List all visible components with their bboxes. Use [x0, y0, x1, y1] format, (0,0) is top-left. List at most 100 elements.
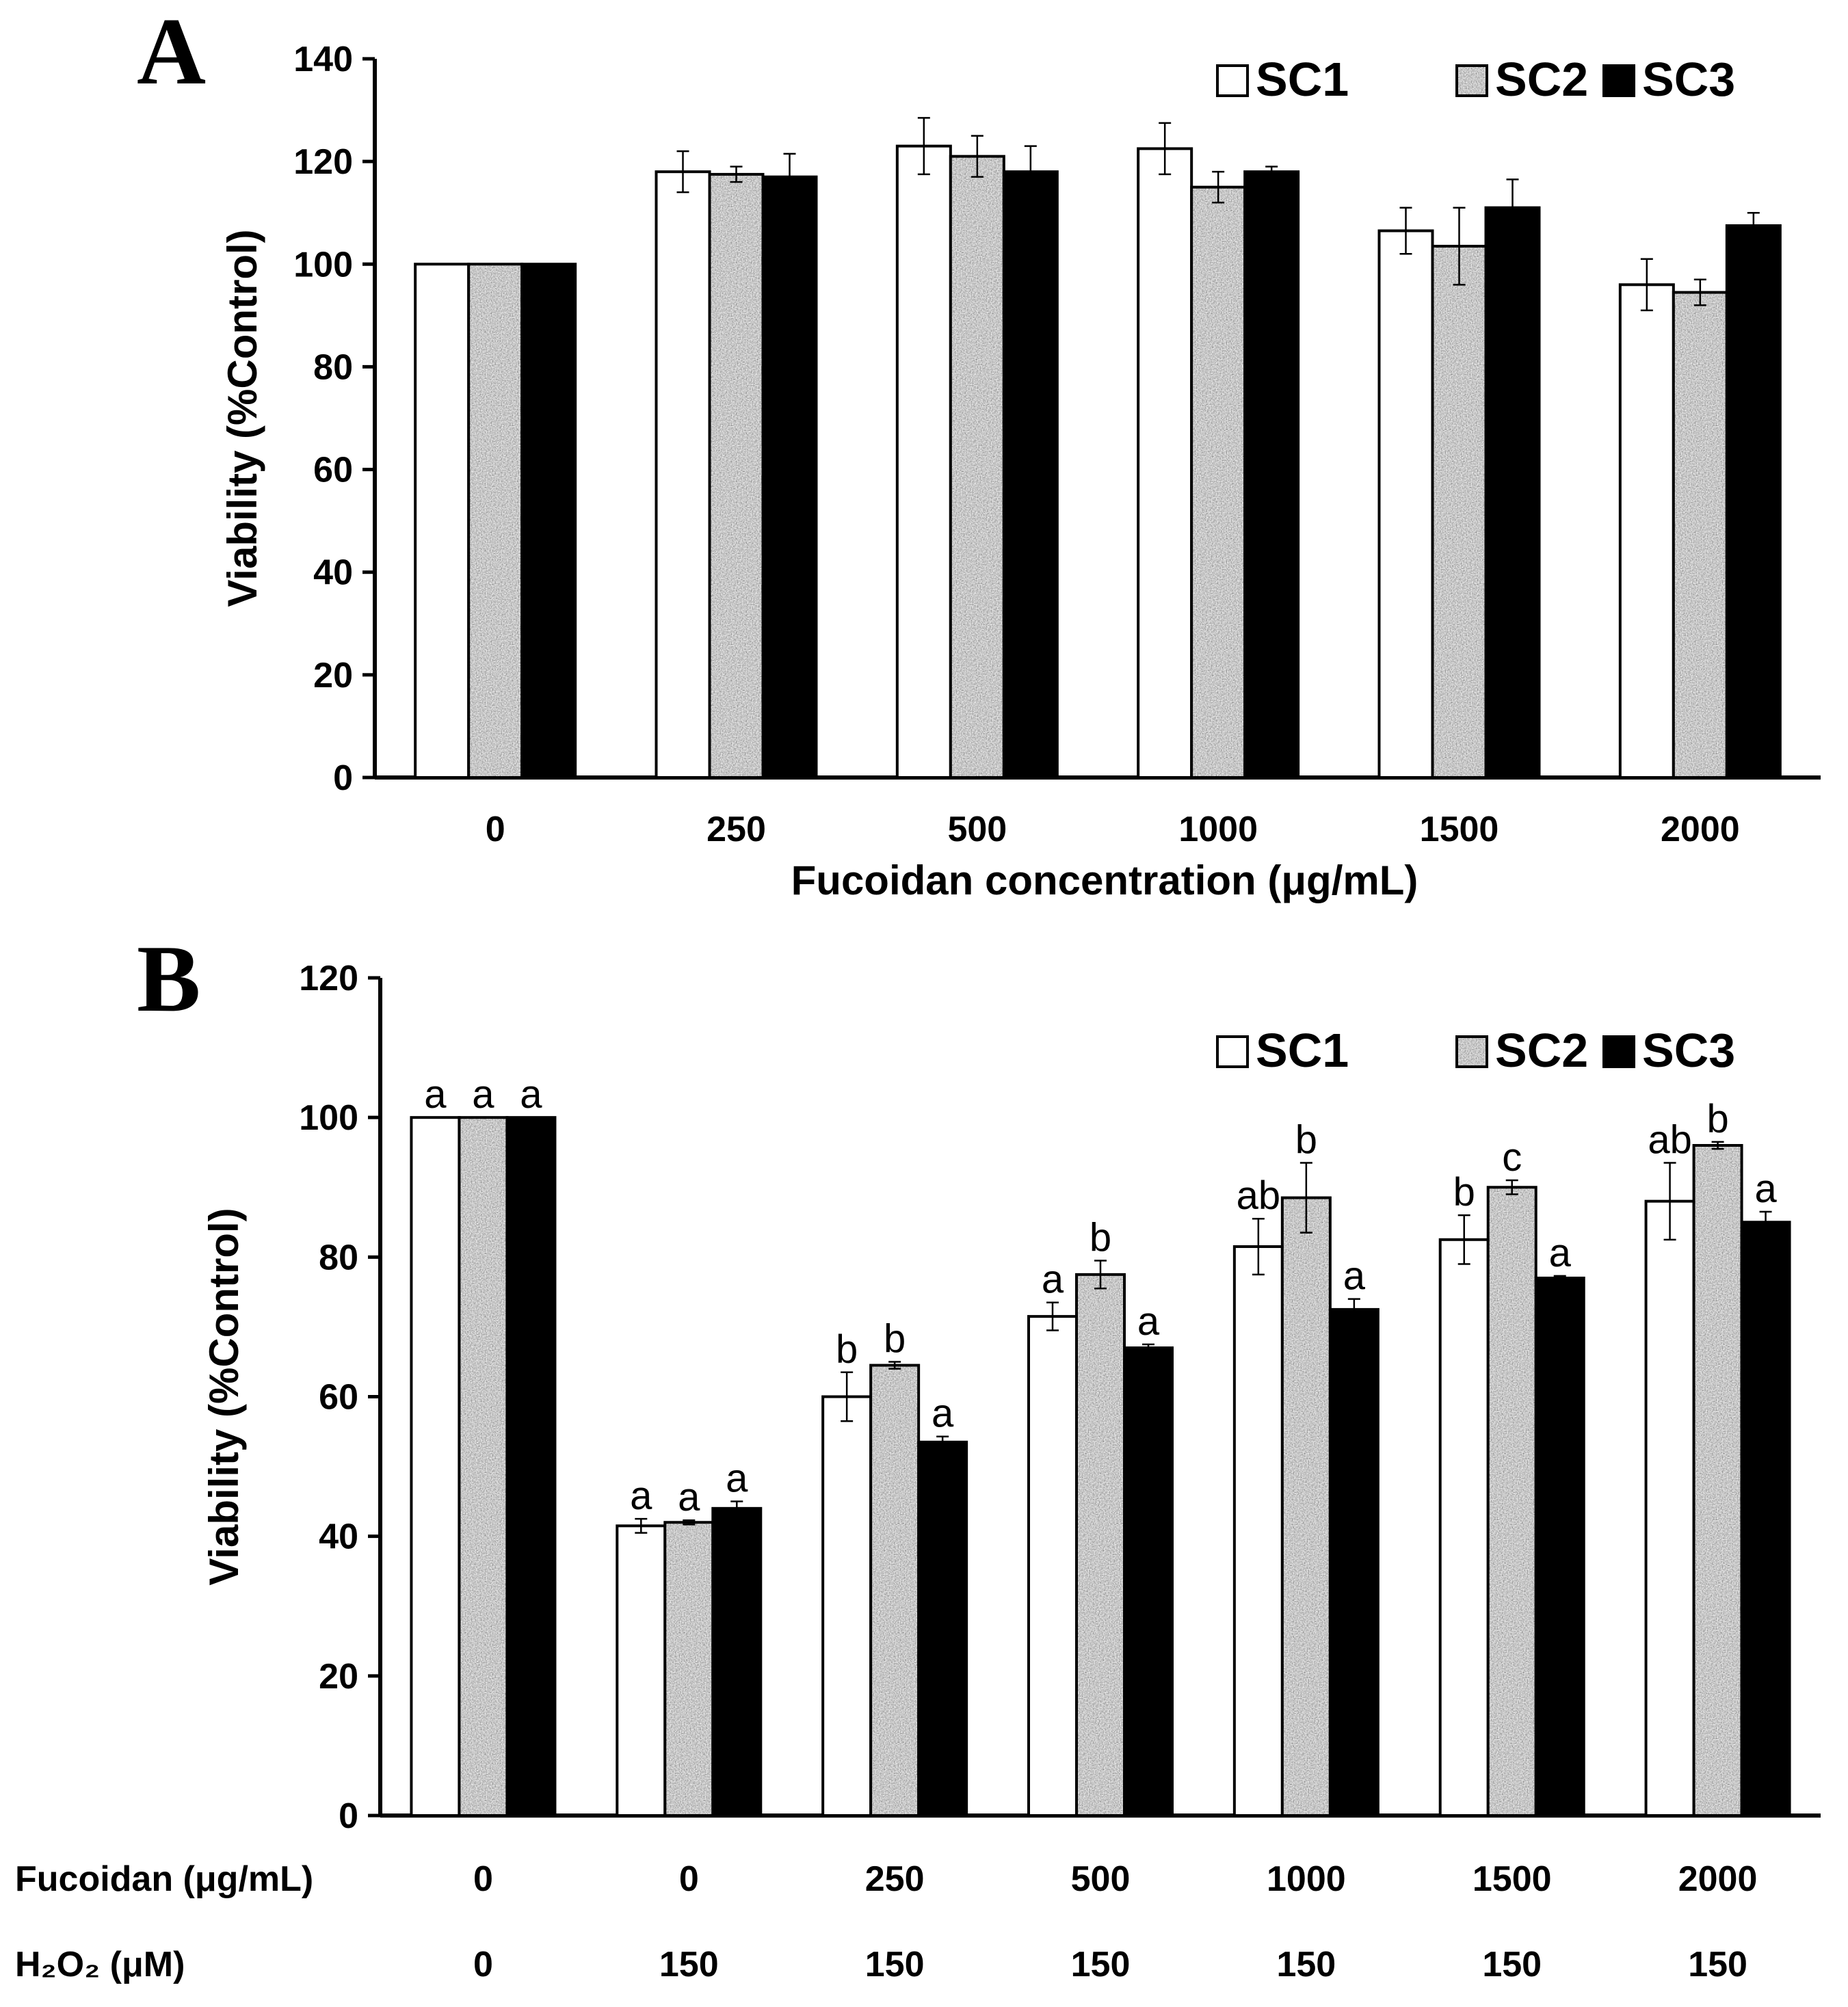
bar-sc3 — [1328, 1307, 1380, 1818]
x-tick-label: 150 — [1071, 1945, 1131, 1984]
bar-sc1 — [895, 144, 952, 780]
legend-swatch-sc2 — [1455, 1035, 1488, 1068]
significance-label: a — [726, 1457, 748, 1501]
y-axis-title: Viability (%Control) — [220, 229, 265, 607]
significance-label: a — [932, 1392, 954, 1436]
bar-sc1 — [410, 1116, 461, 1817]
significance-label: a — [520, 1072, 542, 1117]
bar-sc1 — [655, 170, 711, 779]
bar-sc3 — [1002, 170, 1059, 779]
x-tick-label: 2000 — [1661, 810, 1740, 849]
legend-label-sc2: SC2 — [1495, 53, 1588, 106]
x-tick-label: 150 — [659, 1945, 719, 1984]
significance-label: b — [836, 1327, 858, 1372]
bar-sc1 — [414, 263, 471, 779]
bar-sc3 — [711, 1506, 763, 1817]
x-tick-label: 500 — [1071, 1859, 1131, 1899]
x-tick-label: 0 — [679, 1859, 699, 1899]
bar-sc3 — [505, 1116, 557, 1817]
legend-label-sc1: SC1 — [1256, 53, 1349, 106]
significance-label: b — [1090, 1215, 1111, 1260]
bar-sc2 — [663, 1521, 715, 1817]
y-axis-title: Viability (%Control) — [201, 1208, 247, 1585]
x-axis-title: Fucoidan concentration (μg/mL) — [791, 858, 1418, 903]
x-tick-label: 2000 — [1678, 1859, 1758, 1899]
bar-sc2 — [949, 155, 1005, 779]
significance-label: a — [1042, 1258, 1064, 1302]
significance-label: a — [1343, 1254, 1366, 1299]
bar-sc2 — [1190, 185, 1247, 779]
bar-sc3 — [1484, 206, 1541, 779]
y-tick-label: 20 — [319, 1657, 358, 1697]
x-tick-label: 1500 — [1473, 1859, 1552, 1899]
bar-sc3 — [917, 1440, 968, 1818]
significance-label: b — [884, 1316, 906, 1361]
significance-label: b — [1706, 1097, 1728, 1141]
y-tick-label: 100 — [299, 1098, 358, 1138]
x-tick-label: 0 — [473, 1859, 493, 1899]
panel-a: A 0 20 40 60 80 100 120 140 Viability (%Control) 0… — [137, 0, 1821, 903]
significance-label: a — [472, 1072, 494, 1117]
bar-sc2 — [1692, 1144, 1743, 1817]
legend-label-sc2: SC2 — [1495, 1024, 1588, 1077]
row-label: H₂O₂ (μM) — [15, 1945, 185, 1984]
bar-sc3 — [1534, 1276, 1585, 1818]
x-tick-label: 1000 — [1267, 1859, 1346, 1899]
x-tick-label: 250 — [707, 810, 766, 849]
bar-sc1 — [1377, 229, 1434, 780]
significance-label: a — [1754, 1167, 1777, 1211]
bar-sc3 — [1243, 170, 1300, 779]
bar-sc3 — [520, 263, 577, 779]
bar-sc2 — [869, 1364, 921, 1817]
x-tick-label: 250 — [865, 1859, 925, 1899]
x-tick-label: 150 — [1482, 1945, 1542, 1984]
significance-label: ab — [1648, 1118, 1692, 1162]
bar-sc3 — [761, 175, 818, 779]
significance-label: b — [1453, 1170, 1475, 1214]
bar-sc2 — [1672, 291, 1728, 779]
panel-letter: A — [137, 0, 206, 105]
x-tick-label: 500 — [947, 810, 1007, 849]
y-tick-label: 20 — [313, 656, 353, 695]
bar-sc2 — [1280, 1196, 1332, 1817]
bar-sc3 — [1123, 1346, 1174, 1817]
legend-swatch-sc1 — [1216, 64, 1249, 97]
y-tick-label: 100 — [293, 245, 353, 284]
bar-sc2 — [1075, 1273, 1126, 1817]
bar-sc1 — [1438, 1238, 1490, 1817]
y-tick-label: 60 — [313, 451, 353, 490]
y-tick-label: 80 — [319, 1238, 358, 1277]
y-tick-label: 40 — [313, 553, 353, 593]
x-tick-label: 0 — [473, 1945, 493, 1984]
legend-swatch-sc3 — [1602, 1035, 1635, 1068]
significance-label: a — [630, 1474, 652, 1518]
bar-sc1 — [1618, 283, 1675, 780]
x-tick-label: 150 — [1688, 1945, 1747, 1984]
y-tick-label: 140 — [293, 40, 353, 79]
bar-sc1 — [1644, 1199, 1695, 1817]
bar-sc1 — [821, 1395, 873, 1817]
bar-sc1 — [1027, 1315, 1078, 1817]
bar-sc2 — [458, 1116, 509, 1817]
x-tick-label: 0 — [486, 810, 505, 849]
significance-label: a — [424, 1072, 447, 1117]
bar-sc1 — [616, 1524, 667, 1818]
y-tick-label: 80 — [313, 347, 353, 387]
bar-sc2 — [467, 263, 524, 779]
bar-sc2 — [708, 172, 765, 780]
significance-label: a — [1137, 1299, 1160, 1344]
significance-label: a — [1549, 1231, 1572, 1275]
bar-sc1 — [1232, 1245, 1284, 1818]
legend-swatch-sc1 — [1216, 1035, 1249, 1068]
bar-sc2 — [1486, 1186, 1537, 1817]
significance-label: a — [678, 1475, 700, 1519]
bar-sc3 — [1725, 224, 1782, 780]
legend-label-sc1: SC1 — [1256, 1024, 1349, 1077]
x-tick-label: 1500 — [1420, 810, 1499, 849]
legend-label-sc3: SC3 — [1642, 53, 1735, 106]
significance-label: b — [1295, 1118, 1317, 1162]
legend-swatch-sc3 — [1602, 64, 1635, 97]
legend-swatch-sc2 — [1455, 64, 1488, 97]
